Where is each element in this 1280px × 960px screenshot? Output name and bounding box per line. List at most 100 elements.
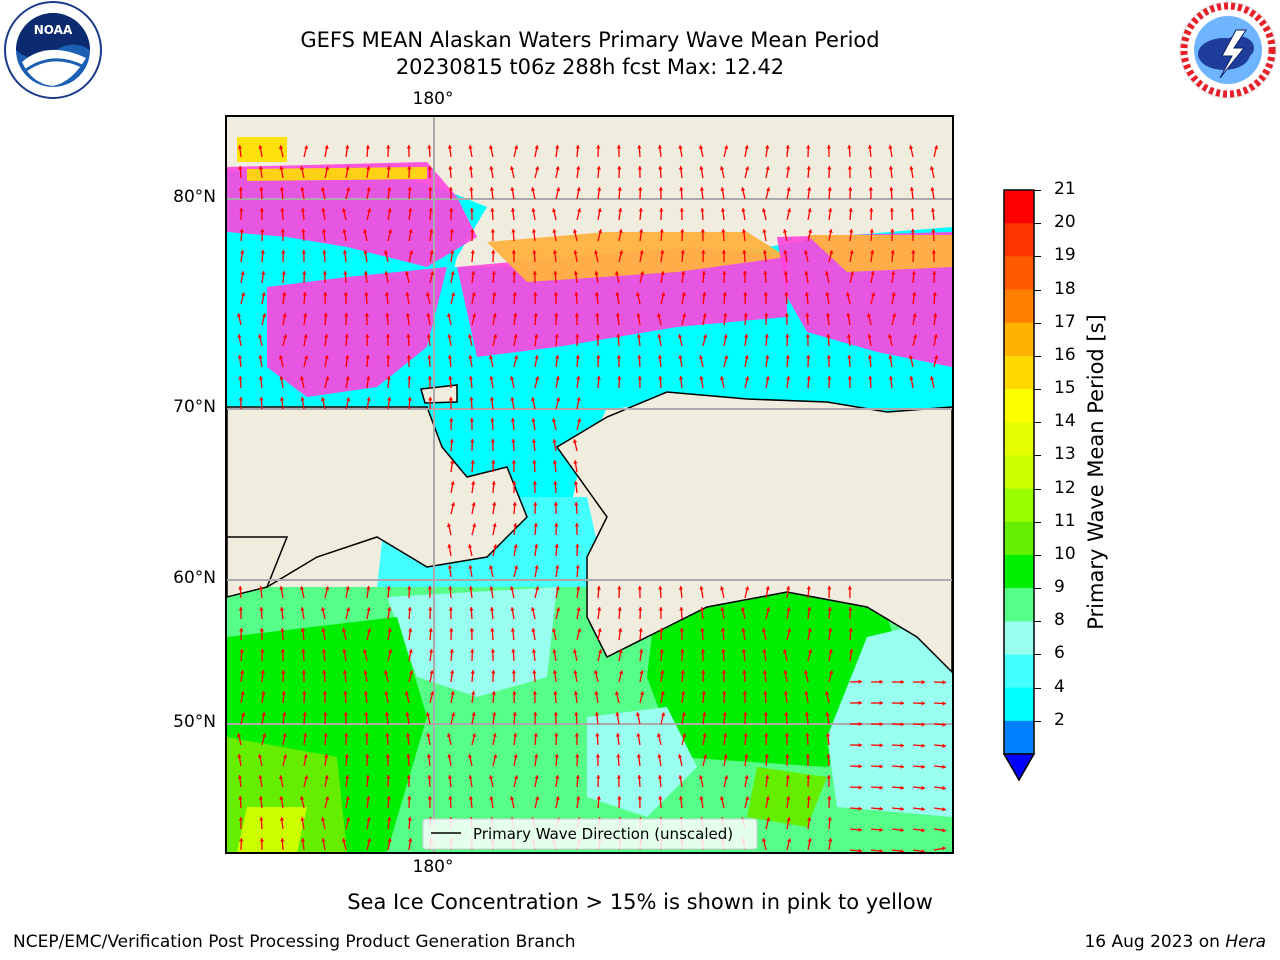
wave-arrow-head	[447, 565, 453, 569]
wave-arrow-head	[365, 775, 370, 779]
wave-arrow-head	[366, 796, 371, 800]
chart-subtitle: 20230815 t06z 288h fcst Max: 12.42	[395, 55, 785, 79]
wave-arrow-head	[722, 271, 727, 275]
wave-arrow	[530, 397, 536, 410]
wave-arrow-head	[615, 712, 620, 716]
wave-arrow-head	[804, 292, 810, 296]
wave-arrow-head	[743, 733, 748, 737]
wave-arrow-head	[576, 187, 581, 191]
wave-arrow-head	[323, 313, 328, 317]
footer-date-text: 16 Aug 2023 on	[1084, 932, 1226, 952]
wave-arrow	[467, 754, 473, 767]
wave-arrow	[867, 145, 873, 158]
wave-arrow-head	[682, 733, 687, 738]
wave-arrow	[870, 722, 884, 727]
wave-arrow	[426, 754, 432, 767]
wave-arrow	[429, 691, 435, 704]
wave-arrow-head	[511, 250, 516, 254]
wave-arrow-head	[387, 187, 392, 191]
wave-arrow-head	[530, 187, 536, 192]
colorbar-tick-mark	[1034, 554, 1041, 556]
wave-arrow	[764, 312, 769, 326]
wave-arrow-head	[260, 670, 265, 674]
wave-arrow	[386, 375, 391, 389]
wave-arrow-head	[385, 313, 390, 317]
wave-arrow	[450, 691, 455, 704]
wave-arrow-head	[879, 848, 883, 852]
wave-arrow	[345, 586, 350, 599]
wave-arrow-head	[921, 722, 925, 727]
wave-arrow	[635, 292, 641, 305]
wave-arrow	[492, 502, 497, 515]
wave-arrow	[468, 166, 474, 179]
wave-arrow-head	[617, 376, 622, 380]
wave-arrow-head	[553, 502, 558, 506]
wave-arrow-head	[512, 271, 517, 275]
wave-arrow	[869, 228, 874, 242]
wave-arrow	[572, 649, 578, 662]
wave-arrow-head	[488, 565, 494, 570]
wave-arrow-head	[766, 187, 771, 192]
wave-arrow	[702, 292, 707, 305]
wave-arrow	[345, 796, 350, 809]
wave-arrow-head	[449, 229, 454, 233]
wave-arrow-head	[469, 628, 474, 632]
wave-arrow	[553, 711, 558, 725]
wave-arrow-head	[514, 355, 519, 360]
wave-arrow	[679, 627, 684, 641]
wave-arrow-head	[806, 586, 811, 590]
wave-arrow	[702, 754, 708, 767]
wave-arrow-head	[900, 764, 904, 769]
wave-arrow	[555, 355, 560, 368]
wave-arrow	[553, 501, 558, 515]
wave-arrow	[281, 669, 286, 683]
land-layer	[227, 384, 952, 674]
wave-arrow-head	[761, 838, 767, 843]
wave-arrow	[447, 145, 453, 158]
wave-arrow	[300, 607, 305, 620]
wave-arrow-head	[299, 796, 305, 801]
wave-arrow	[278, 145, 284, 158]
wave-arrow	[238, 795, 243, 809]
wave-arrow-head	[870, 271, 875, 275]
wave-arrow	[448, 165, 453, 179]
wave-arrow-head	[449, 418, 454, 422]
wave-arrow-head	[553, 691, 558, 695]
wave-arrow-head	[619, 250, 624, 255]
wave-arrow-head	[805, 754, 810, 758]
wave-arrow-head	[745, 166, 750, 171]
wave-arrow	[786, 607, 791, 620]
wave-arrow-head	[921, 785, 925, 791]
wave-arrow-head	[554, 733, 559, 737]
wave-arrow-head	[304, 145, 309, 150]
wave-arrow-head	[721, 649, 726, 653]
wave-arrow	[576, 796, 581, 809]
wave-arrow-head	[324, 355, 329, 359]
wave-arrow	[744, 376, 750, 389]
wave-arrow-head	[551, 208, 557, 213]
wave-arrow-head	[782, 649, 788, 654]
wave-arrow-head	[511, 460, 516, 464]
wave-arrow-head	[574, 733, 579, 737]
wave-arrow	[849, 785, 863, 790]
wave-arrow-head	[472, 733, 477, 738]
wave-arrow-head	[321, 838, 326, 842]
wave-arrow	[257, 754, 263, 767]
wave-arrow	[721, 648, 726, 662]
colorbar-segment	[1004, 455, 1034, 490]
wave-arrow	[280, 648, 285, 662]
wave-arrow-head	[783, 271, 789, 275]
wave-arrow	[300, 628, 306, 641]
wave-arrow-head	[407, 607, 412, 611]
wave-arrow	[512, 480, 517, 494]
wave-arrow-head	[258, 355, 263, 359]
wave-arrow-head	[659, 229, 664, 233]
wave-arrow-head	[744, 334, 749, 338]
wave-arrow	[912, 722, 926, 727]
wave-arrow-head	[299, 586, 305, 591]
wave-arrow-head	[447, 544, 452, 548]
wave-arrow-head	[912, 292, 917, 296]
wave-arrow	[743, 711, 748, 725]
wave-arrow-head	[324, 754, 329, 758]
wave-arrow	[408, 838, 413, 851]
